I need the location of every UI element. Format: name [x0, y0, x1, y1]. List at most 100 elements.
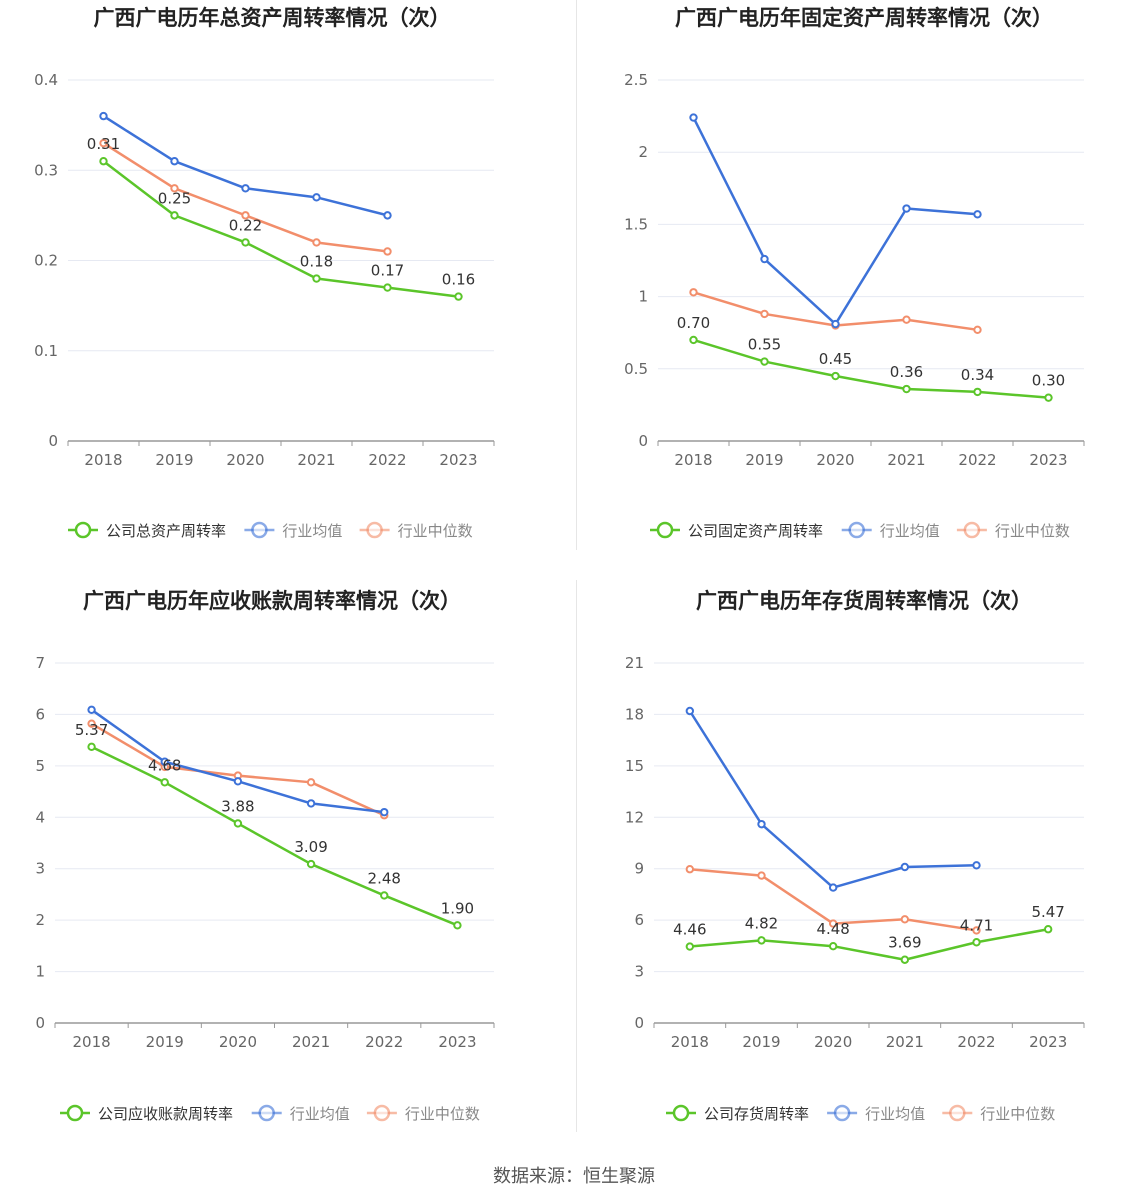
x-tick-label: 2023 — [1029, 451, 1067, 469]
chart-title: 广西广电历年存货周转率情况（次） — [696, 589, 1032, 613]
x-tick-label: 2019 — [742, 1033, 780, 1051]
legend-label-industry_avg: 行业均值 — [282, 522, 342, 540]
x-tick-label: 2019 — [155, 451, 193, 469]
x-tick-label: 2020 — [219, 1033, 257, 1051]
data-point-industry_avg — [902, 204, 911, 213]
data-label: 0.17 — [371, 262, 404, 280]
y-tick-label: 3 — [35, 860, 45, 878]
x-tick-label: 2022 — [957, 1033, 995, 1051]
data-point-industry_median — [760, 309, 769, 319]
data-point-industry_avg — [831, 319, 840, 329]
y-tick-label: 2 — [638, 143, 648, 161]
data-label: 3.88 — [221, 797, 254, 815]
data-label: 0.16 — [442, 271, 475, 289]
y-tick-label: 3 — [634, 963, 644, 981]
series-line-company — [689, 927, 1049, 961]
data-label: 1.90 — [441, 899, 474, 917]
chart-title: 广西广电历年固定资产周转率情况（次） — [675, 6, 1053, 30]
legend-label-company: 公司应收账款周转率 — [98, 1105, 233, 1123]
y-tick-label: 9 — [634, 860, 644, 878]
x-tick-label: 2023 — [439, 451, 477, 469]
y-tick-label: 6 — [35, 705, 45, 723]
data-point-industry_avg — [685, 706, 695, 716]
data-point-company — [241, 238, 250, 247]
y-tick-label: 7 — [35, 654, 45, 672]
data-point-industry_avg — [170, 157, 179, 166]
data-point-company — [99, 157, 108, 166]
data-point-company — [383, 283, 392, 292]
data-point-company — [454, 292, 463, 301]
data-label: 5.47 — [1031, 903, 1064, 921]
data-point-industry_avg — [241, 184, 250, 193]
data-point-company — [306, 859, 316, 869]
data-point-company — [685, 942, 695, 951]
y-tick-label: 6 — [634, 911, 644, 929]
data-point-industry_median — [99, 138, 108, 148]
data-point-industry_avg — [99, 111, 108, 121]
data-point-company — [900, 955, 910, 964]
y-tick-label: 0.3 — [34, 161, 58, 179]
y-tick-label: 1 — [638, 288, 648, 306]
data-point-company — [312, 274, 321, 283]
legend-label-industry_avg: 行业均值 — [290, 1105, 350, 1123]
series-line-industry_avg — [102, 115, 388, 217]
data-point-company — [1044, 393, 1053, 402]
legend-marker-industry_avg — [258, 1104, 275, 1122]
data-label: 4.82 — [745, 914, 778, 932]
data-point-company — [87, 742, 96, 752]
chart-svg: 广西广电历年总资产周转率情况（次） 0 0.1 0.2 0.3 0.4 2018 2019 20… — [34, 6, 495, 540]
data-label: 2.48 — [368, 869, 401, 887]
data-point-industry_avg — [380, 807, 389, 817]
panel-divider-bottom — [576, 580, 577, 1132]
legend-marker-company — [672, 1104, 690, 1122]
data-point-company — [170, 211, 179, 220]
y-tick-label: 12 — [625, 808, 644, 826]
chart-svg: 广西广电历年应收账款周转率情况（次） 0 1 2 3 4 5 6 7 2018 2019 2020 20… — [35, 589, 495, 1123]
data-label: 0.34 — [961, 366, 994, 384]
data-label: 4.71 — [960, 916, 993, 934]
data-point-company — [160, 778, 169, 787]
y-tick-label: 2 — [35, 911, 45, 929]
legend-marker-industry_median — [963, 521, 981, 539]
data-point-company — [828, 942, 838, 951]
panel-divider-top — [576, 0, 577, 550]
data-label: 4.46 — [673, 921, 706, 939]
legend-marker-industry_median — [373, 1104, 391, 1122]
legend-marker-company — [66, 1104, 84, 1122]
legend-marker-industry_avg — [833, 1104, 851, 1122]
chart-title: 广西广电历年应收账款周转率情况（次） — [83, 589, 461, 613]
data-point-company — [757, 936, 766, 945]
legend-label-industry_median: 行业中位数 — [980, 1105, 1055, 1123]
x-tick-label: 2018 — [671, 1033, 709, 1051]
data-point-industry_avg — [972, 861, 981, 870]
chart-svg: 广西广电历年固定资产周转率情况（次） 0 0.5 1 1.5 2 2.5 2018 2019 20… — [624, 6, 1085, 540]
data-point-company — [760, 357, 769, 366]
data-point-industry_avg — [160, 757, 169, 766]
data-point-company — [1043, 925, 1053, 934]
data-point-industry_median — [170, 184, 179, 193]
data-point-company — [233, 819, 243, 828]
y-tick-label: 0 — [634, 1014, 644, 1032]
x-tick-label: 2018 — [84, 451, 122, 469]
data-label: 0.70 — [677, 314, 710, 332]
legend-marker-company — [74, 521, 92, 539]
data-label: 3.69 — [888, 934, 921, 952]
y-tick-label: 18 — [625, 705, 644, 723]
legend-marker-industry_median — [366, 521, 383, 539]
x-tick-label: 2018 — [674, 451, 712, 469]
y-tick-label: 0.1 — [34, 342, 58, 360]
data-label: 0.55 — [748, 336, 781, 354]
y-tick-label: 15 — [625, 757, 644, 775]
data-point-industry_avg — [760, 254, 769, 264]
data-point-company — [689, 335, 698, 345]
y-tick-label: 0.4 — [34, 71, 58, 89]
y-tick-label: 0.2 — [34, 252, 58, 270]
legend-label-industry_median: 行业中位数 — [995, 522, 1070, 540]
legend-label-industry_median: 行业中位数 — [398, 522, 473, 540]
series-line-company — [693, 338, 1049, 399]
data-point-industry_median — [241, 211, 250, 220]
y-tick-label: 1 — [35, 963, 45, 981]
series-line-industry_avg — [692, 116, 978, 326]
x-tick-label: 2023 — [438, 1033, 476, 1051]
source-note: 数据来源：恒生聚源 — [493, 1166, 655, 1187]
